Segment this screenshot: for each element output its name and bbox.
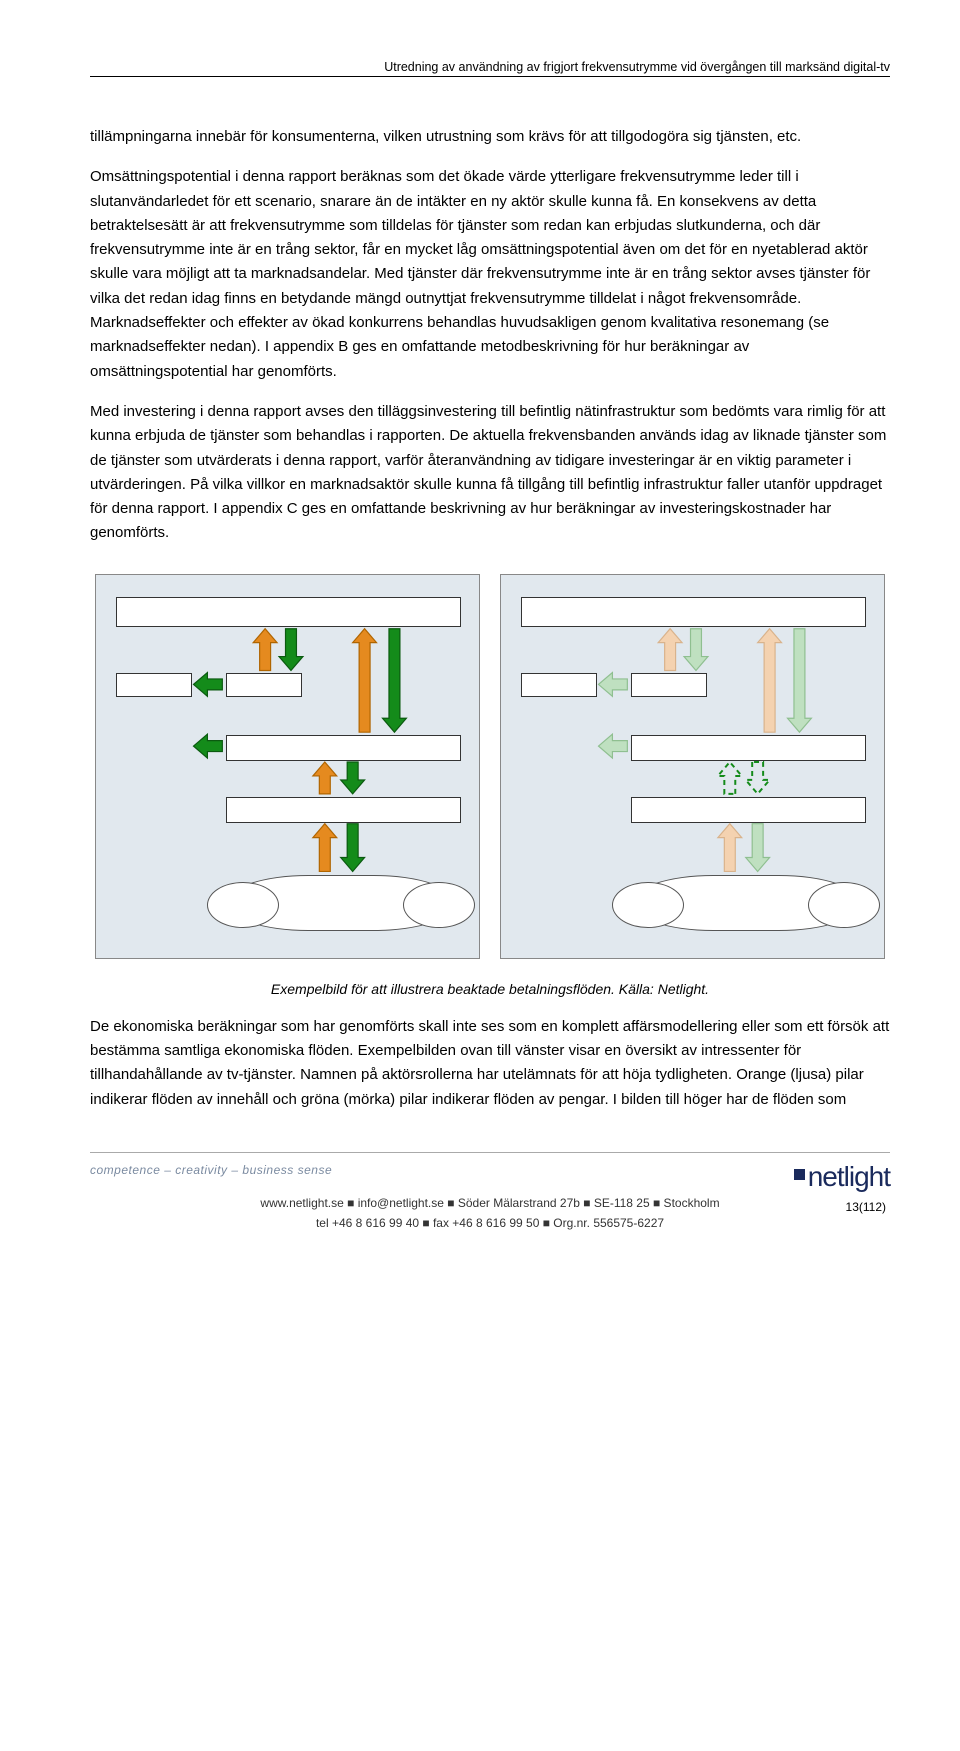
paragraph-4: De ekonomiska beräkningar som har genomf… xyxy=(90,1015,890,1112)
diagram-box xyxy=(116,597,461,627)
diagram-row xyxy=(90,574,890,959)
footer-tagline: competence – creativity – business sense xyxy=(90,1163,332,1177)
logo-mark xyxy=(794,1169,805,1180)
diagram-box xyxy=(226,735,461,761)
diagram-panel-right xyxy=(500,574,885,959)
page-footer: competence – creativity – business sense… xyxy=(90,1152,890,1214)
paragraph-2: Omsättningspotential i denna rapport ber… xyxy=(90,165,890,384)
paragraph-3: Med investering i denna rapport avses de… xyxy=(90,400,890,546)
diagram-box xyxy=(226,673,302,697)
diagram-panel-left xyxy=(95,574,480,959)
diagram-box xyxy=(116,673,192,697)
logo-text: netlight xyxy=(808,1161,890,1193)
diagram-box xyxy=(521,597,866,627)
running-header: Utredning av användning av frigjort frek… xyxy=(90,60,890,77)
diagram-box xyxy=(631,735,866,761)
diagram-box xyxy=(226,797,461,823)
paragraph-1: tillämpningarna innebär för konsumentern… xyxy=(90,125,890,149)
figure-caption: Exempelbild för att illustrera beaktade … xyxy=(90,981,890,997)
diagram-box xyxy=(631,797,866,823)
diagram-box xyxy=(521,673,597,697)
footer-line-2: tel +46 8 616 99 40 ■ fax +46 8 616 99 5… xyxy=(90,1213,890,1233)
diagram-cloud xyxy=(226,875,456,931)
diagram-cloud xyxy=(631,875,861,931)
diagram-box xyxy=(631,673,707,697)
